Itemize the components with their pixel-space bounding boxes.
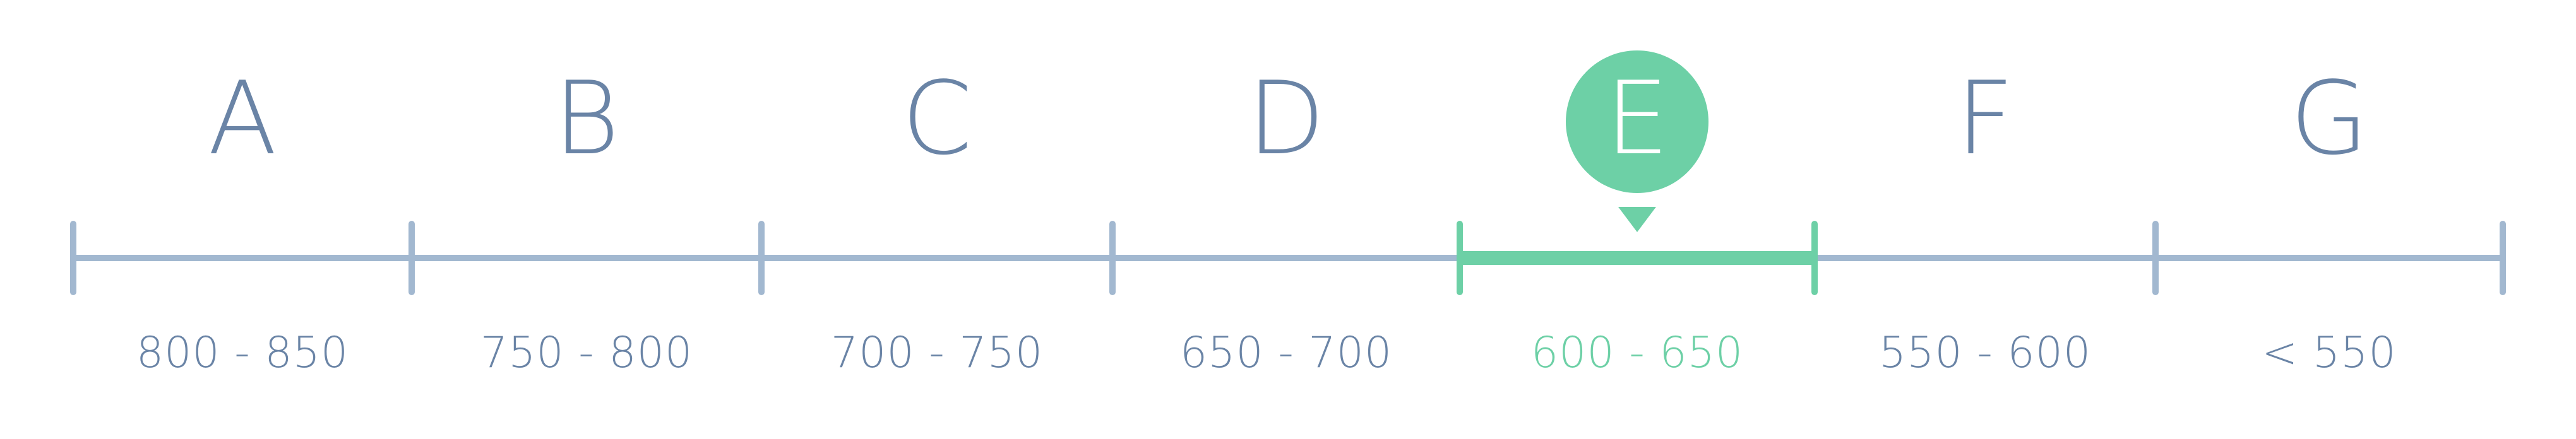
active-grade-badge <box>1566 50 1708 193</box>
tick-mark <box>2152 221 2159 295</box>
band-g: G < 550 <box>2156 0 2503 439</box>
grade-letter: E <box>1605 59 1669 177</box>
tick-mark <box>2500 221 2506 295</box>
tick-mark <box>758 221 765 295</box>
score-range: 650 - 700 <box>1179 328 1393 378</box>
score-range: 550 - 600 <box>1878 328 2092 378</box>
tick-mark-active <box>1457 221 1463 295</box>
grade-letter: B <box>553 59 620 177</box>
tick-mark <box>70 221 76 295</box>
score-range: 700 - 750 <box>830 328 1044 378</box>
band-f: F 550 - 600 <box>1815 0 2156 439</box>
band-d: D 650 - 700 <box>1112 0 1460 439</box>
score-range: 600 - 650 <box>1530 328 1744 378</box>
grade-letter: F <box>1955 59 2015 177</box>
grade-letter: C <box>902 59 972 177</box>
band-a: A 800 - 850 <box>73 0 412 439</box>
tick-mark <box>1109 221 1116 295</box>
grade-letter: D <box>1247 59 1325 177</box>
band-e-active: E 600 - 650 <box>1460 0 1815 439</box>
band-b: B 750 - 800 <box>412 0 761 439</box>
tick-mark <box>408 221 415 295</box>
grade-letter: A <box>208 59 277 177</box>
scale-track <box>73 255 2503 261</box>
band-c: C 700 - 750 <box>761 0 1112 439</box>
grade-letter: G <box>2290 59 2368 177</box>
pointer-triangle-icon <box>1618 207 1656 232</box>
score-range: 750 - 800 <box>480 328 693 378</box>
active-band-bar <box>1460 251 1815 265</box>
tick-mark-active <box>1811 221 1818 295</box>
score-range: < 550 <box>2262 328 2397 378</box>
score-range: 800 - 850 <box>136 328 349 378</box>
